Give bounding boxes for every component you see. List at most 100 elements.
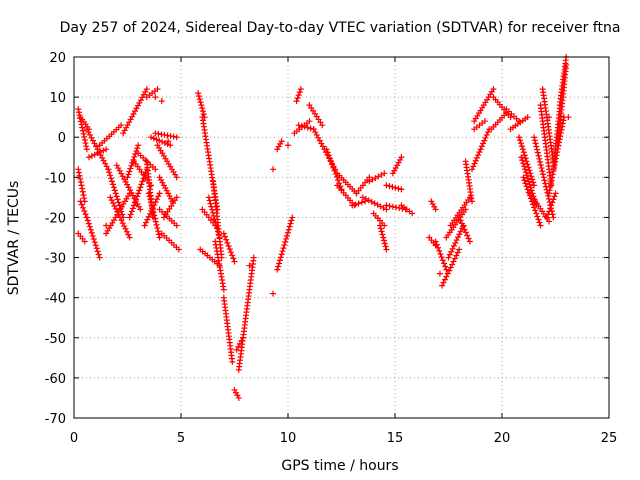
data-point xyxy=(135,142,142,149)
data-point xyxy=(386,183,393,190)
data-point xyxy=(142,219,149,226)
data-point xyxy=(462,229,469,236)
data-point xyxy=(524,186,531,193)
data-point xyxy=(531,204,538,211)
data-point xyxy=(524,175,531,182)
data-point xyxy=(83,146,90,153)
data-point xyxy=(538,165,545,172)
data-point xyxy=(79,188,86,195)
data-point xyxy=(446,251,453,258)
data-point xyxy=(325,152,332,159)
data-point xyxy=(436,270,443,277)
data-point xyxy=(433,241,440,248)
data-point xyxy=(398,186,405,193)
data-point xyxy=(127,187,134,194)
data-point xyxy=(127,116,134,123)
data-point xyxy=(453,252,460,259)
data-point xyxy=(147,196,154,203)
data-point xyxy=(128,208,135,215)
data-point xyxy=(77,175,84,182)
data-point xyxy=(80,130,87,137)
plot-frame xyxy=(73,56,610,419)
data-point xyxy=(532,207,539,214)
data-point xyxy=(542,180,549,187)
data-point xyxy=(442,263,449,270)
data-point xyxy=(95,251,102,258)
y-tick-label: -50 xyxy=(45,332,66,347)
data-point xyxy=(457,217,464,224)
data-point xyxy=(304,124,311,131)
data-point xyxy=(534,146,541,153)
data-point xyxy=(125,231,132,238)
data-point xyxy=(469,198,476,205)
data-point xyxy=(75,109,82,116)
data-point xyxy=(565,114,572,121)
data-point xyxy=(440,279,447,286)
data-point xyxy=(206,197,213,204)
data-point xyxy=(472,157,479,164)
data-point xyxy=(155,231,162,238)
data-point xyxy=(200,111,207,118)
data-point xyxy=(392,184,399,191)
data-point xyxy=(533,143,540,150)
data-point xyxy=(480,140,487,147)
data-point xyxy=(111,187,118,194)
data-point xyxy=(164,141,171,148)
data-point xyxy=(490,86,497,93)
data-point xyxy=(75,169,82,176)
data-point xyxy=(207,200,214,207)
data-point xyxy=(432,238,439,245)
data-point xyxy=(446,267,453,274)
data-point xyxy=(198,102,205,109)
data-point xyxy=(378,228,385,235)
data-point xyxy=(447,264,454,271)
data-point xyxy=(381,237,388,244)
data-point xyxy=(230,255,237,262)
data-point xyxy=(295,122,302,129)
y-axis-label: SDTVAR / TECUs xyxy=(6,181,22,296)
data-point xyxy=(85,220,92,227)
data-point xyxy=(282,238,289,245)
data-point xyxy=(526,181,533,188)
data-point xyxy=(546,218,553,225)
data-point xyxy=(536,219,543,226)
x-tick-label: 15 xyxy=(387,431,404,446)
data-point xyxy=(143,86,150,93)
data-point xyxy=(108,178,115,185)
data-point xyxy=(120,130,127,137)
data-point xyxy=(158,98,165,105)
data-point xyxy=(535,152,542,159)
data-point xyxy=(443,266,450,273)
data-point xyxy=(116,167,123,174)
data-point xyxy=(522,155,529,162)
data-point xyxy=(150,135,157,142)
data-point xyxy=(196,96,203,103)
data-point xyxy=(518,143,525,150)
data-point xyxy=(231,258,238,265)
data-point xyxy=(205,194,212,201)
data-point xyxy=(530,179,537,186)
data-point xyxy=(536,155,543,162)
data-point xyxy=(106,169,113,176)
data-point xyxy=(294,95,301,102)
data-point xyxy=(78,201,85,208)
data-point xyxy=(156,137,163,144)
y-tick-label: 10 xyxy=(49,91,66,106)
data-point xyxy=(133,105,140,112)
data-point xyxy=(335,177,342,184)
data-point xyxy=(235,343,242,350)
data-point xyxy=(173,174,180,181)
data-point xyxy=(84,217,91,224)
data-point xyxy=(550,196,557,203)
data-point xyxy=(285,142,291,149)
data-point xyxy=(286,223,293,230)
y-tick-label: 20 xyxy=(49,51,66,66)
data-point xyxy=(550,214,557,221)
data-point xyxy=(517,137,524,144)
y-tick-label: -70 xyxy=(45,412,66,427)
data-point xyxy=(559,120,566,127)
data-point xyxy=(530,201,537,208)
chart-title: Day 257 of 2024, Sidereal Day-to-day VTE… xyxy=(60,20,621,36)
data-point xyxy=(445,254,452,261)
data-point xyxy=(358,199,365,206)
